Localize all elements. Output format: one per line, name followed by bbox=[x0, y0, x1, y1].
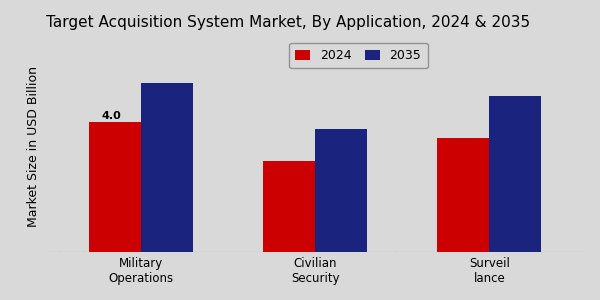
Legend: 2024, 2035: 2024, 2035 bbox=[289, 43, 428, 68]
Bar bbox=[263, 161, 315, 252]
Bar bbox=[89, 122, 141, 252]
Bar bbox=[437, 138, 489, 252]
Bar bbox=[315, 129, 367, 252]
Bar bbox=[489, 96, 541, 252]
Y-axis label: Market Size in USD Billion: Market Size in USD Billion bbox=[27, 66, 40, 227]
Text: 4.0: 4.0 bbox=[102, 110, 122, 121]
Text: Target Acquisition System Market, By Application, 2024 & 2035: Target Acquisition System Market, By App… bbox=[46, 15, 530, 30]
Bar bbox=[141, 83, 193, 252]
